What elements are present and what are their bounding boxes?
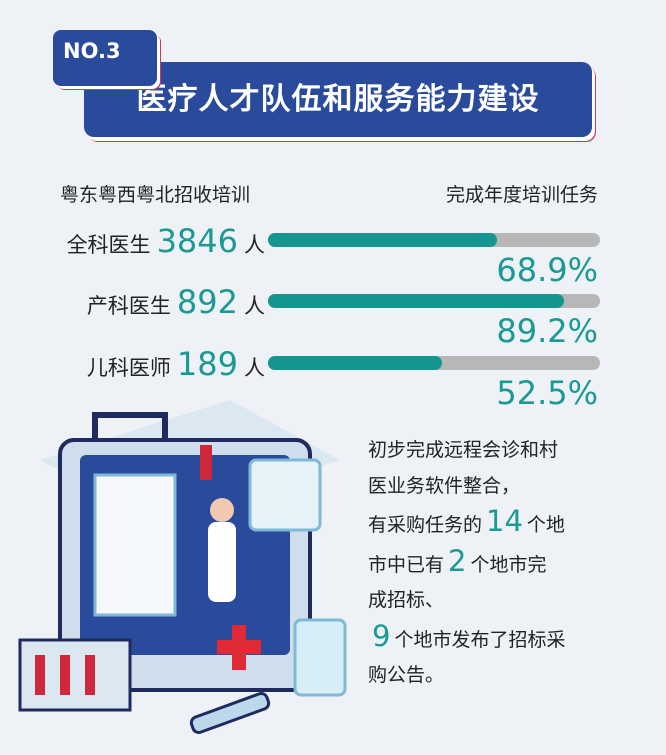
text-segment: 成招标、 xyxy=(368,589,445,611)
highlight-number: 2 xyxy=(448,543,467,578)
page-title: 医疗人才队伍和服务能力建设 xyxy=(84,62,592,137)
paragraph-line: 市中已有 2 个地市完 xyxy=(368,544,638,584)
medical-kit-illustration xyxy=(18,400,347,735)
left-header: 粤东粤西粤北招收培训 xyxy=(60,184,251,206)
percent-label: 68.9% xyxy=(496,251,598,289)
count-value: 3846 xyxy=(156,222,238,260)
paragraph-line: 初步完成远程会诊和村 xyxy=(368,433,638,469)
row-label: 产科医生 892 人 xyxy=(40,283,265,321)
right-header: 完成年度培训任务 xyxy=(445,184,598,206)
progress-track xyxy=(268,294,600,308)
percent-label: 89.2% xyxy=(496,312,598,350)
text-segment: 初步完成远程会诊和村 xyxy=(368,439,559,461)
highlight-number: 9 xyxy=(372,618,391,653)
count-value: 189 xyxy=(176,345,238,383)
row-label: 儿科医师 189 人 xyxy=(40,345,265,383)
doctor-figure xyxy=(208,522,236,602)
category-name: 产科医生 xyxy=(86,294,171,318)
test-tube xyxy=(35,655,45,695)
progress-track xyxy=(268,356,600,370)
iv-bag-icon xyxy=(200,445,212,480)
text-segment: 市中已有 xyxy=(368,553,445,576)
paragraph-line: 购公告。 xyxy=(368,658,638,694)
progress-track xyxy=(268,233,600,247)
syringe-icon xyxy=(189,691,271,735)
monitor-icon xyxy=(248,458,322,532)
paragraph-line: 成招标、 xyxy=(368,583,638,619)
category-name: 儿科医师 xyxy=(86,356,171,380)
clipboard-icon xyxy=(93,473,177,617)
text-segment: 有采购任务的 xyxy=(368,514,483,536)
summary-paragraph: 初步完成远程会诊和村 医业务软件整合， 有采购任务的 14 个地 市中已有 2 个地市完 成招标… xyxy=(368,433,638,694)
text-segment: 医业务软件整合， xyxy=(368,474,521,497)
paragraph-line: 医业务软件整合， xyxy=(368,469,638,505)
text-segment: 购公告。 xyxy=(368,664,445,686)
red-cross-bar xyxy=(217,640,261,654)
unit-label: 人 xyxy=(244,294,265,318)
unit-label: 人 xyxy=(244,233,265,257)
pill-bottle-icon xyxy=(293,618,347,697)
progress-fill xyxy=(268,233,497,247)
highlight-number: 14 xyxy=(486,504,523,538)
text-segment: 个地市发布了招标采 xyxy=(394,628,566,651)
paragraph-line: 有采购任务的 14 个地 xyxy=(368,504,638,544)
test-tube xyxy=(60,655,70,695)
count-value: 892 xyxy=(176,283,238,321)
progress-fill xyxy=(268,356,443,370)
progress-fill xyxy=(268,294,565,308)
test-tube xyxy=(85,655,95,695)
doctor-head xyxy=(210,498,234,522)
paragraph-line: 9 个地市发布了招标采 xyxy=(368,619,638,659)
row-label: 全科医生 3846 人 xyxy=(40,222,265,260)
text-segment: 个地 xyxy=(526,514,565,536)
category-name: 全科医生 xyxy=(66,233,151,257)
text-segment: 个地市完 xyxy=(470,553,547,576)
unit-label: 人 xyxy=(244,356,265,380)
section-number-badge: NO.3 xyxy=(53,30,157,86)
percent-label: 52.5% xyxy=(496,374,598,412)
kit-handle xyxy=(92,412,168,440)
